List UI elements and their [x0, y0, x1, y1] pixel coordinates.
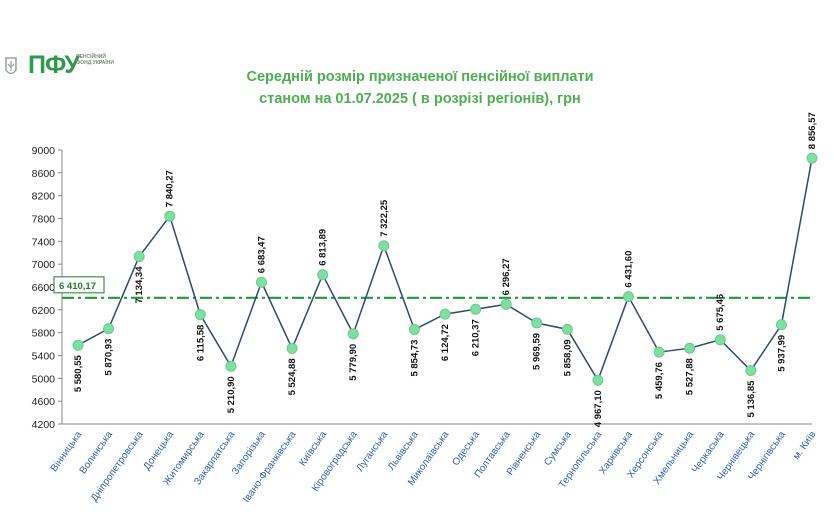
- y-tick-label: 4600: [32, 396, 56, 408]
- data-label: 6 115,58: [195, 325, 206, 361]
- data-label: 5 524,88: [287, 358, 298, 395]
- y-tick-label: 4200: [32, 419, 56, 431]
- data-point: [684, 342, 696, 354]
- data-label: 8 856,57: [807, 112, 818, 149]
- category-label: Київська: [297, 429, 329, 468]
- data-point: [806, 152, 818, 164]
- data-point: [775, 319, 787, 331]
- data-point: [623, 291, 634, 303]
- data-label: 5 779,90: [348, 344, 359, 381]
- data-label: 6 683,47: [257, 236, 268, 273]
- data-point: [164, 210, 176, 222]
- logo-abbreviation: ПФУ: [28, 51, 80, 79]
- data-label: 6 210,37: [471, 319, 482, 356]
- data-point: [225, 360, 237, 372]
- y-tick-label: 8200: [32, 191, 56, 203]
- data-label: 5 136,85: [746, 380, 757, 418]
- average-label: 6 410,17: [59, 281, 96, 292]
- y-tick-label: 6600: [32, 282, 56, 294]
- data-point: [286, 342, 298, 354]
- data-point: [561, 323, 573, 335]
- data-point: [256, 276, 267, 288]
- y-tick-label: 7800: [32, 214, 56, 226]
- category-label: м. Київ: [791, 429, 818, 461]
- chart-title-block: Середній розмір призначеної пенсійної ви…: [200, 66, 640, 110]
- data-label: 5 854,73: [409, 340, 420, 377]
- coat-of-arms-icon: [5, 57, 17, 75]
- y-tick-label: 6200: [32, 305, 56, 317]
- category-label: Сумська: [542, 429, 574, 468]
- data-point: [653, 346, 665, 358]
- data-label: 7 322,25: [379, 199, 390, 237]
- y-tick-label: 5800: [32, 328, 56, 340]
- data-point: [103, 323, 115, 335]
- data-label: 6 813,89: [318, 229, 329, 266]
- data-point: [745, 365, 757, 377]
- y-tick-label: 5000: [32, 373, 56, 385]
- data-label: 5 969,59: [532, 333, 543, 370]
- data-label: 6 124,72: [440, 324, 451, 361]
- y-tick-label: 7000: [32, 259, 56, 271]
- data-label: 7 134,34: [134, 266, 145, 304]
- data-label: 6 431,60: [624, 251, 635, 288]
- data-point: [317, 269, 329, 281]
- data-point: [592, 374, 604, 386]
- data-label: 5 937,99: [776, 335, 787, 372]
- data-point: [500, 298, 512, 310]
- data-point: [408, 324, 420, 336]
- data-label: 5 858,09: [562, 339, 573, 376]
- data-label: 5 580,55: [73, 354, 84, 392]
- data-label: 5 527,88: [685, 358, 696, 395]
- pfu-logo: ПФУ ПЕНСІЙНИЙ ФОНД УКРАЇНИ: [4, 50, 114, 82]
- chart-title: Середній розмір призначеної пенсійної ви…: [246, 69, 594, 85]
- average-label-box: [53, 276, 105, 294]
- data-label: 5 870,93: [104, 339, 115, 376]
- y-tick-label: 8600: [32, 168, 56, 180]
- y-tick-label: 9000: [32, 145, 56, 157]
- data-point: [378, 240, 390, 252]
- data-label: 7 840,27: [165, 170, 176, 207]
- data-point: [714, 334, 726, 346]
- category-label: Луганська: [355, 429, 391, 474]
- data-label: 6 296,27: [501, 258, 512, 295]
- category-label: Одеська: [450, 429, 482, 468]
- data-label: 5 459,76: [654, 362, 665, 399]
- data-label: 4 967,10: [593, 390, 604, 427]
- data-point: [133, 250, 145, 262]
- data-point: [439, 308, 451, 320]
- data-point: [72, 339, 84, 351]
- data-label: 5 675,46: [715, 294, 726, 331]
- data-point: [531, 317, 543, 329]
- chart-subtitle: станом на 01.07.2025 ( в розрізі регіоні…: [259, 91, 581, 107]
- y-tick-label: 5400: [32, 351, 56, 363]
- logo-subtitle: ПЕНСІЙНИЙ ФОНД УКРАЇНИ: [76, 54, 114, 66]
- data-point: [470, 303, 482, 315]
- data-point: [194, 309, 206, 321]
- data-point: [347, 328, 359, 340]
- data-label: 5 210,90: [226, 376, 237, 413]
- y-tick-label: 7400: [32, 236, 56, 248]
- category-label: Івано-Франківська: [241, 429, 299, 505]
